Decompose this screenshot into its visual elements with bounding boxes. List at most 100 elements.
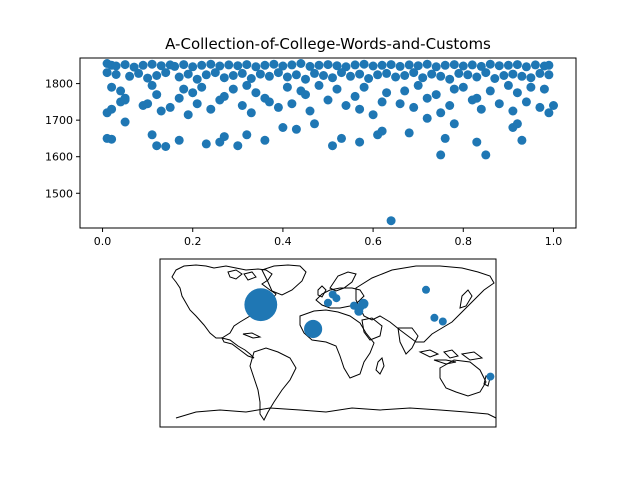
- data-point: [391, 72, 401, 82]
- data-point: [192, 99, 202, 109]
- data-point: [111, 70, 121, 79]
- data-point: [310, 119, 319, 129]
- data-point: [449, 119, 459, 129]
- data-point: [197, 60, 207, 70]
- data-point: [323, 60, 333, 70]
- data-point: [228, 71, 238, 80]
- data-point: [350, 60, 360, 70]
- data-point: [143, 73, 153, 83]
- data-point: [125, 71, 135, 81]
- y-axis-ticks: 1500 1600 1700 1800: [45, 78, 80, 200]
- data-point: [481, 68, 491, 78]
- data-point: [278, 123, 288, 132]
- data-point: [120, 117, 130, 127]
- data-point: [264, 71, 274, 81]
- data-point: [107, 104, 117, 114]
- data-point: [539, 84, 549, 94]
- scatter-plot-frame: [79, 57, 577, 229]
- data-point: [242, 80, 252, 90]
- data-point: [449, 60, 459, 70]
- data-point: [138, 60, 148, 70]
- data-point: [377, 60, 387, 70]
- data-point: [526, 73, 536, 83]
- data-point: [535, 68, 545, 78]
- data-point: [287, 60, 297, 70]
- data-point: [458, 61, 468, 71]
- data-point: [382, 88, 392, 98]
- data-point: [404, 128, 414, 138]
- scatter-panel: A-Collection-of-College-Words-and-Custom…: [45, 35, 577, 248]
- x-tick-label: 0.0: [94, 235, 112, 248]
- data-point: [485, 59, 495, 69]
- data-point: [535, 102, 545, 112]
- data-point: [508, 69, 518, 79]
- data-point: [314, 60, 324, 70]
- data-point: [156, 61, 166, 71]
- data-point: [431, 90, 441, 100]
- y-tick-label: 1700: [45, 114, 73, 127]
- data-point: [242, 60, 252, 70]
- data-point: [116, 86, 126, 96]
- data-point: [521, 97, 531, 107]
- data-point: [422, 113, 432, 123]
- data-point: [526, 82, 536, 92]
- scatter-points: [102, 59, 558, 226]
- data-point: [264, 97, 274, 107]
- data-point: [152, 141, 162, 151]
- data-point: [310, 68, 319, 78]
- data-point: [246, 74, 256, 83]
- data-point: [165, 102, 175, 112]
- data-point: [161, 68, 171, 78]
- data-point: [305, 106, 315, 116]
- data-point: [467, 95, 477, 105]
- data-point: [170, 61, 180, 71]
- world-coastlines: [171, 264, 497, 421]
- data-point: [359, 82, 369, 92]
- data-point: [246, 108, 256, 118]
- data-point: [409, 68, 419, 78]
- map-point: [244, 288, 278, 322]
- data-point: [156, 106, 166, 116]
- data-point: [188, 62, 198, 72]
- data-point: [503, 80, 513, 90]
- data-point: [395, 61, 405, 71]
- data-point: [368, 61, 378, 71]
- data-point: [463, 70, 473, 80]
- data-point: [544, 108, 554, 118]
- data-point: [102, 68, 112, 78]
- data-point: [503, 60, 513, 70]
- data-point: [120, 95, 130, 105]
- data-point: [436, 108, 446, 118]
- x-tick-label: 1.0: [545, 235, 563, 248]
- data-point: [260, 135, 270, 145]
- data-point: [233, 141, 243, 151]
- data-point: [409, 102, 419, 112]
- data-point: [341, 101, 351, 110]
- y-tick-label: 1500: [45, 187, 73, 200]
- data-point: [192, 74, 202, 84]
- data-point: [301, 90, 310, 100]
- data-point: [305, 61, 315, 71]
- data-point: [314, 80, 324, 90]
- data-point: [472, 72, 482, 82]
- data-point: [418, 73, 428, 83]
- data-point: [445, 101, 455, 110]
- map-panel: [159, 258, 497, 428]
- data-point: [472, 137, 482, 147]
- data-point: [301, 74, 310, 84]
- data-point: [323, 95, 333, 105]
- data-point: [355, 69, 365, 79]
- data-point: [120, 60, 130, 70]
- data-point: [282, 72, 292, 82]
- data-point: [400, 86, 410, 96]
- data-point: [508, 106, 518, 116]
- data-point: [251, 62, 261, 72]
- data-point: [337, 133, 346, 143]
- data-point: [440, 133, 450, 143]
- data-point: [494, 61, 504, 71]
- data-point: [224, 60, 234, 70]
- data-point: [251, 88, 261, 98]
- data-point: [183, 69, 193, 79]
- data-point: [183, 110, 193, 120]
- map-point: [358, 298, 369, 309]
